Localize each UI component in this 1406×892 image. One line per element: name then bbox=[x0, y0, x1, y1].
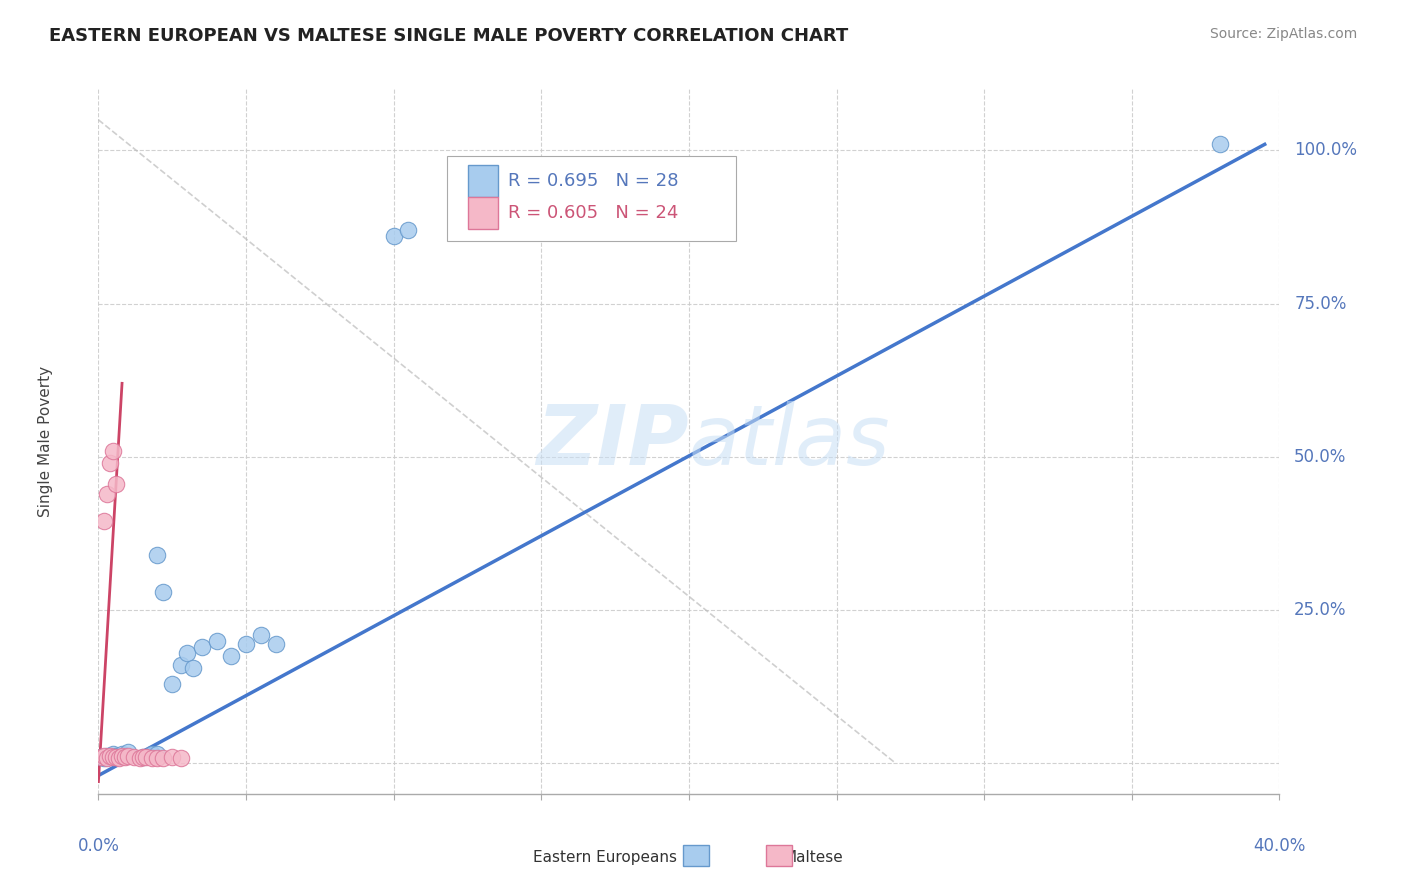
Text: Eastern Europeans: Eastern Europeans bbox=[533, 850, 678, 865]
Point bbox=[93, 751, 115, 765]
Point bbox=[128, 751, 150, 765]
Text: ZIP: ZIP bbox=[536, 401, 689, 482]
Point bbox=[117, 748, 139, 763]
Point bbox=[105, 750, 128, 764]
Text: Source: ZipAtlas.com: Source: ZipAtlas.com bbox=[1209, 27, 1357, 41]
Bar bbox=[468, 197, 498, 228]
Point bbox=[170, 751, 193, 765]
Point bbox=[132, 750, 155, 764]
Point bbox=[146, 548, 169, 562]
Text: 50.0%: 50.0% bbox=[1295, 448, 1347, 466]
Text: EASTERN EUROPEAN VS MALTESE SINGLE MALE POVERTY CORRELATION CHART: EASTERN EUROPEAN VS MALTESE SINGLE MALE … bbox=[49, 27, 848, 45]
Text: R = 0.695   N = 28: R = 0.695 N = 28 bbox=[508, 172, 679, 190]
Text: Maltese: Maltese bbox=[783, 850, 844, 865]
Point bbox=[96, 748, 118, 763]
Point bbox=[132, 750, 155, 764]
Point bbox=[181, 661, 204, 675]
Text: 40.0%: 40.0% bbox=[1253, 837, 1306, 855]
Point bbox=[93, 748, 115, 763]
Point bbox=[170, 658, 193, 673]
Point bbox=[93, 514, 115, 528]
Point bbox=[162, 676, 183, 690]
Text: R = 0.605   N = 24: R = 0.605 N = 24 bbox=[508, 203, 679, 221]
Point bbox=[98, 750, 121, 764]
Point bbox=[111, 748, 134, 763]
Point bbox=[98, 456, 121, 470]
Point bbox=[176, 646, 198, 660]
Point bbox=[98, 748, 121, 763]
Text: 75.0%: 75.0% bbox=[1295, 294, 1347, 313]
Text: 25.0%: 25.0% bbox=[1295, 601, 1347, 619]
Bar bbox=[766, 845, 792, 866]
Point bbox=[105, 748, 128, 763]
Point bbox=[105, 477, 128, 491]
Point bbox=[235, 637, 257, 651]
Point bbox=[103, 747, 125, 761]
Point bbox=[135, 750, 157, 764]
Point bbox=[90, 750, 112, 764]
Point bbox=[191, 640, 214, 654]
Text: 0.0%: 0.0% bbox=[77, 837, 120, 855]
Point bbox=[250, 627, 273, 641]
Point bbox=[111, 747, 134, 761]
Point bbox=[1209, 137, 1232, 152]
Point bbox=[114, 750, 136, 764]
Point bbox=[162, 750, 183, 764]
Point bbox=[114, 748, 136, 763]
FancyBboxPatch shape bbox=[447, 156, 737, 241]
Bar bbox=[468, 165, 498, 197]
Point bbox=[103, 443, 125, 458]
Point bbox=[141, 747, 163, 761]
Bar bbox=[683, 845, 709, 866]
Point bbox=[146, 751, 169, 765]
Point bbox=[96, 486, 118, 500]
Point bbox=[122, 750, 145, 764]
Point bbox=[152, 751, 174, 765]
Point bbox=[152, 584, 174, 599]
Text: atlas: atlas bbox=[689, 401, 890, 482]
Point bbox=[205, 633, 228, 648]
Point bbox=[221, 648, 243, 663]
Point bbox=[141, 751, 163, 765]
Point bbox=[264, 637, 287, 651]
Text: Single Male Poverty: Single Male Poverty bbox=[38, 366, 53, 517]
Point bbox=[146, 747, 169, 761]
Text: 100.0%: 100.0% bbox=[1295, 142, 1357, 160]
Point bbox=[96, 751, 118, 765]
Point bbox=[108, 750, 131, 764]
Point bbox=[398, 223, 420, 237]
Point bbox=[117, 745, 139, 759]
Point bbox=[103, 750, 125, 764]
Point bbox=[90, 750, 112, 764]
Point bbox=[108, 751, 131, 765]
Point bbox=[382, 229, 405, 244]
